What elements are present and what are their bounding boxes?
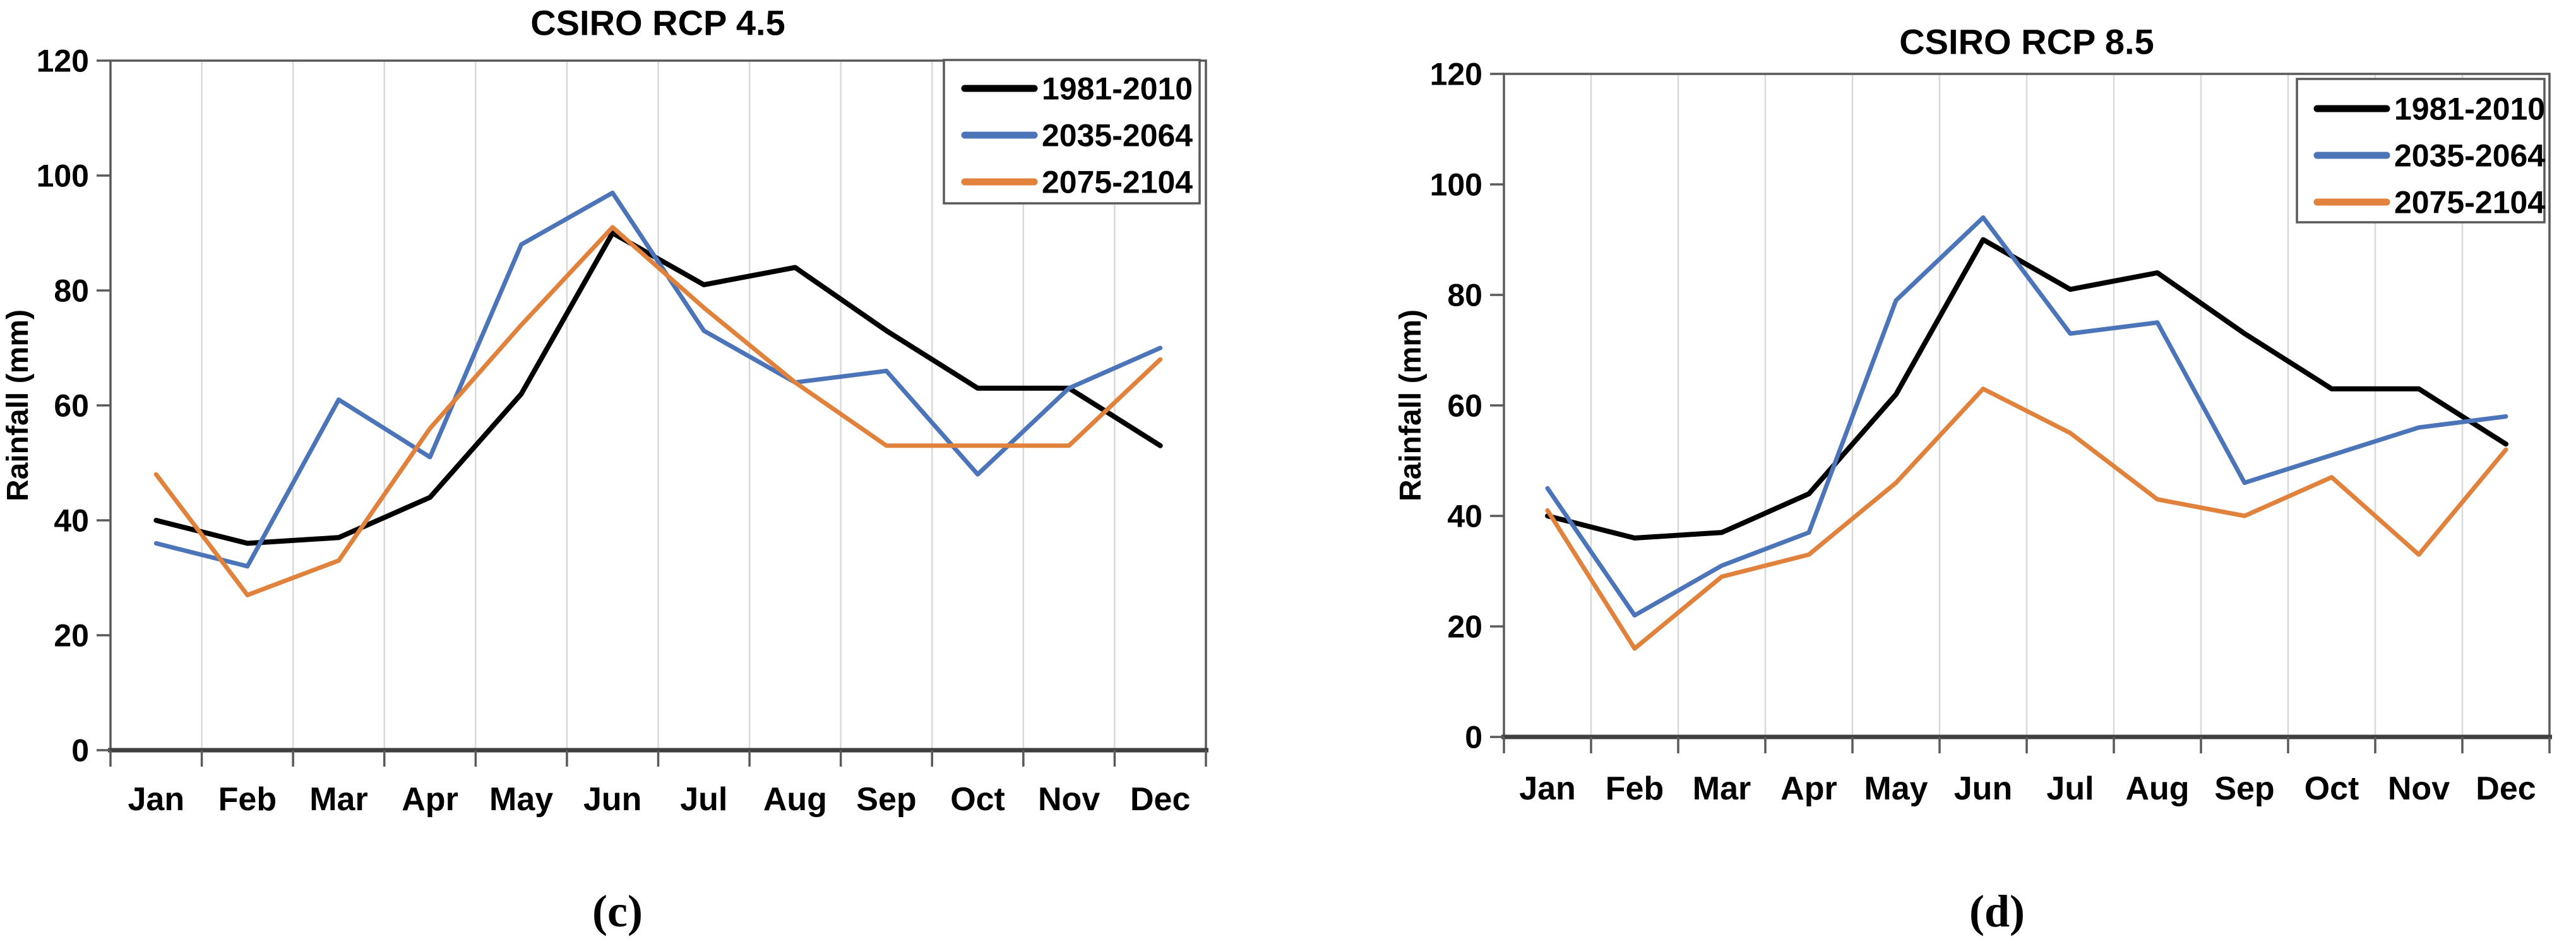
- x-tick-label: May: [1864, 770, 1928, 807]
- x-tick-label: Mar: [1693, 770, 1751, 807]
- series-line-1981-2010: [1545, 237, 2508, 541]
- y-tick-label: 40: [1447, 499, 1482, 534]
- y-tick-label: 120: [1430, 57, 1482, 92]
- x-tick-label: Jun: [1954, 770, 2012, 807]
- legend-label: 1981-2010: [1042, 71, 1193, 107]
- series-line-2075-2104: [153, 225, 1163, 597]
- y-tick-label: 20: [1447, 609, 1482, 645]
- legend-label: 2035-2064: [1042, 118, 1193, 153]
- x-tick-label: Oct: [2305, 770, 2359, 807]
- y-tick-label: 100: [37, 158, 89, 194]
- x-tick-label: Feb: [1606, 770, 1664, 807]
- y-tick-label: 0: [1465, 720, 1482, 755]
- series-line-2035-2064: [153, 190, 1163, 569]
- legend-label: 2075-2104: [1042, 165, 1193, 200]
- series-line-2075-2104: [1545, 386, 2508, 651]
- x-tick-label: May: [489, 781, 553, 818]
- chart-title: CSIRO RCP 4.5: [530, 3, 785, 43]
- chart-csiro-rcp-8-5: 0 20 40 60 80 100 120 Jan Feb Mar Apr May Jun Jul Aug S…: [1394, 22, 2552, 936]
- y-tick-label: 60: [54, 388, 89, 424]
- y-axis-title: Rainfall (mm): [1, 309, 35, 501]
- x-tick-label: Feb: [218, 781, 277, 818]
- x-tick-label: Jun: [583, 781, 641, 818]
- x-tick-label: Jan: [1519, 770, 1576, 807]
- y-axis-title: Rainfall (mm): [1394, 309, 1428, 501]
- chart-caption: (c): [592, 886, 643, 936]
- x-tick-label: Aug: [2125, 770, 2189, 807]
- x-tick-label: Aug: [763, 781, 827, 818]
- y-tick-label: 60: [1447, 388, 1482, 424]
- y-tick-label: 120: [37, 44, 89, 79]
- x-tick-label: Sep: [2214, 770, 2274, 807]
- y-tick-label: 0: [71, 733, 89, 769]
- legend-label: 2075-2104: [2394, 185, 2545, 220]
- x-tick-label: Nov: [2388, 770, 2450, 807]
- legend-label: 2035-2064: [2394, 138, 2545, 174]
- y-tick-label: 40: [54, 503, 89, 539]
- x-tick-label: Apr: [1780, 770, 1837, 807]
- y-tick-label: 20: [54, 618, 89, 654]
- x-tick-label: Jan: [128, 781, 184, 818]
- x-tick-label: Jul: [680, 781, 727, 818]
- legend-box: [2296, 78, 2546, 224]
- x-tick-label: Nov: [1038, 781, 1100, 818]
- x-tick-label: Oct: [950, 781, 1005, 818]
- x-tick-label: Dec: [2476, 770, 2536, 807]
- x-tick-label: Dec: [1130, 781, 1190, 818]
- x-tick-label: Mar: [309, 781, 367, 818]
- x-tick-label: Apr: [402, 781, 458, 818]
- legend-label: 1981-2010: [2394, 92, 2545, 127]
- y-tick-label: 100: [1430, 167, 1482, 203]
- x-tick-label: Sep: [856, 781, 916, 818]
- chart-caption: (d): [1969, 886, 2025, 936]
- y-tick-label: 80: [1447, 278, 1482, 313]
- series-line-2035-2064: [1545, 215, 2508, 618]
- x-tick-label: Jul: [2046, 770, 2094, 807]
- y-tick-label: 80: [54, 273, 89, 309]
- chart-csiro-rcp-4-5: 0 20 40 60 80 100 120 Jan Feb Mar Apr May Jun Jul Aug S…: [1, 3, 1208, 936]
- chart-title: CSIRO RCP 8.5: [1899, 22, 2154, 62]
